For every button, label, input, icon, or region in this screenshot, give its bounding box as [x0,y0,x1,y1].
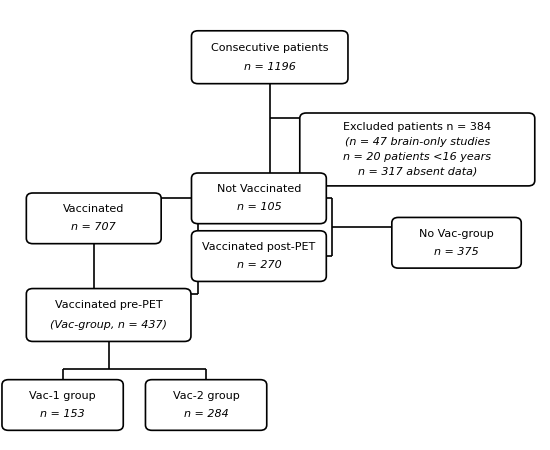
Text: n = 317 absent data): n = 317 absent data) [358,166,477,177]
FancyBboxPatch shape [145,380,267,430]
Text: (Vac-group, n = 437): (Vac-group, n = 437) [50,320,167,329]
Text: Vac-1 group: Vac-1 group [29,391,96,401]
Text: n = 1196: n = 1196 [244,62,296,72]
FancyBboxPatch shape [392,217,521,268]
FancyBboxPatch shape [191,231,326,281]
FancyBboxPatch shape [2,380,123,430]
Text: Excluded patients n = 384: Excluded patients n = 384 [343,122,491,132]
FancyBboxPatch shape [191,31,348,84]
Text: n = 284: n = 284 [184,409,228,419]
FancyBboxPatch shape [26,288,191,342]
Text: No Vac-group: No Vac-group [419,229,494,238]
Text: n = 105: n = 105 [236,202,281,212]
Text: (n = 47 brain-only studies: (n = 47 brain-only studies [345,137,490,147]
Text: Not Vaccinated: Not Vaccinated [217,184,301,194]
Text: n = 153: n = 153 [40,409,85,419]
Text: n = 707: n = 707 [72,222,116,232]
Text: Vaccinated: Vaccinated [63,204,124,214]
Text: n = 375: n = 375 [434,247,479,257]
Text: Vaccinated pre-PET: Vaccinated pre-PET [55,301,162,310]
FancyBboxPatch shape [300,113,535,186]
Text: Vaccinated post-PET: Vaccinated post-PET [202,242,316,252]
FancyBboxPatch shape [26,193,161,243]
Text: n = 20 patients <16 years: n = 20 patients <16 years [343,152,491,162]
Text: Consecutive patients: Consecutive patients [211,43,328,53]
FancyBboxPatch shape [191,173,326,224]
Text: Vac-2 group: Vac-2 group [173,391,239,401]
Text: n = 270: n = 270 [236,260,281,270]
